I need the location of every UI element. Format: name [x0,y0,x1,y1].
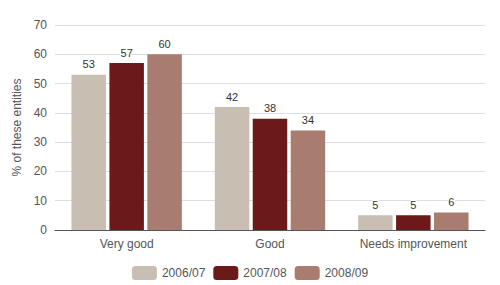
svg-text:2006/07: 2006/07 [162,266,206,280]
svg-text:5: 5 [372,199,378,211]
svg-text:60: 60 [34,47,48,61]
svg-text:34: 34 [302,114,314,126]
svg-text:60: 60 [158,38,170,50]
svg-text:5: 5 [410,199,416,211]
svg-text:50: 50 [34,77,48,91]
svg-text:40: 40 [34,106,48,120]
svg-text:0: 0 [40,223,47,237]
svg-text:10: 10 [34,194,48,208]
svg-text:2008/09: 2008/09 [325,266,369,280]
svg-text:Needs improvement: Needs improvement [360,237,468,251]
svg-text:57: 57 [121,47,133,59]
svg-text:38: 38 [264,102,276,114]
svg-text:70: 70 [34,18,48,32]
svg-text:53: 53 [83,58,95,70]
svg-text:30: 30 [34,135,48,149]
svg-text:2007/08: 2007/08 [243,266,287,280]
svg-text:42: 42 [226,91,238,103]
svg-text:Very good: Very good [100,237,154,251]
svg-text:6: 6 [448,196,454,208]
svg-text:% of these entities: % of these entities [10,78,24,176]
svg-text:Good: Good [255,237,284,251]
svg-text:20: 20 [34,164,48,178]
